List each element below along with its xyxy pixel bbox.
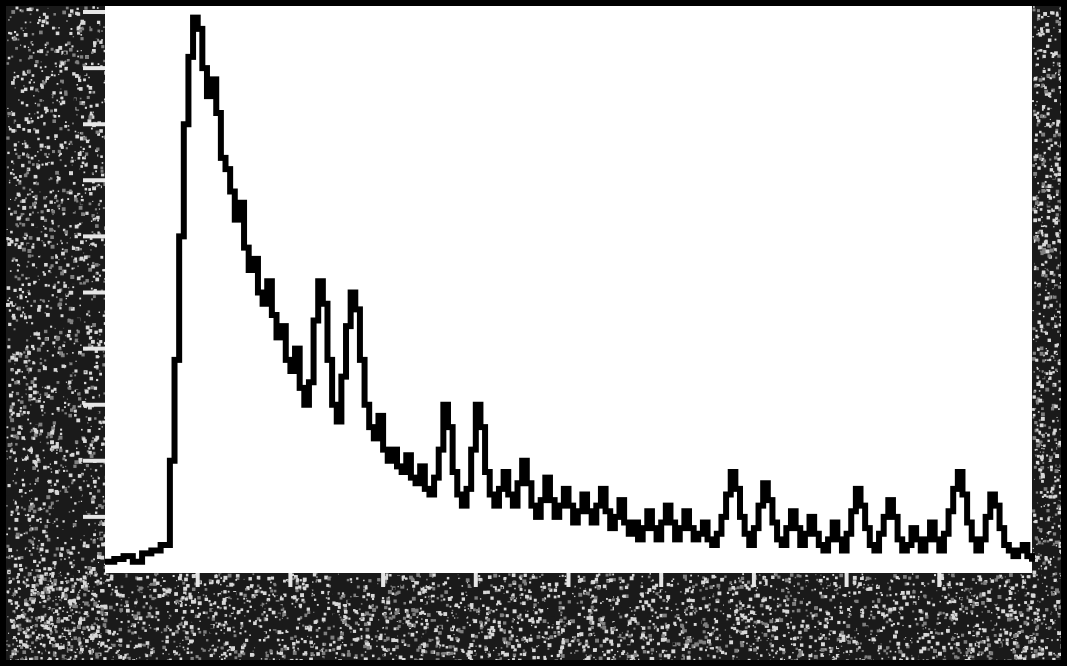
spectrum-chart: [0, 0, 1067, 666]
chart-svg: [0, 0, 1067, 666]
